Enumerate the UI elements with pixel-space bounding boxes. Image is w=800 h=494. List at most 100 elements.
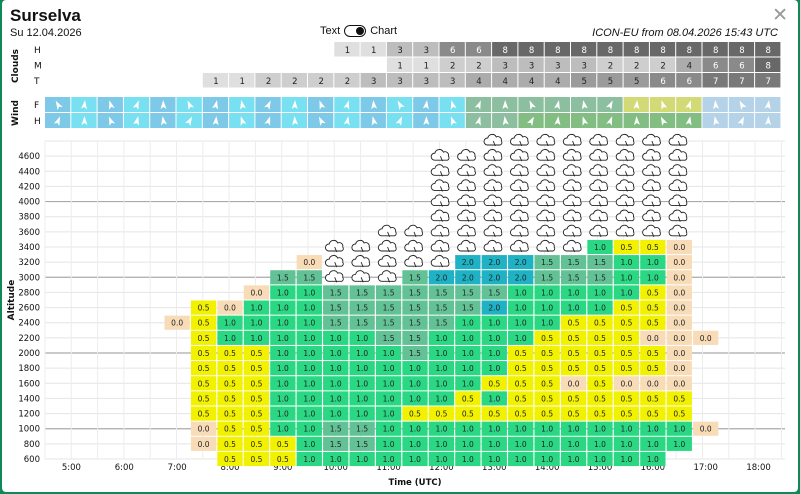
precip-mark <box>387 261 390 268</box>
cloud-value: 2 <box>292 77 297 87</box>
lift-value: 0.0 <box>673 319 685 328</box>
lift-value: 0.5 <box>541 394 553 403</box>
lift-cell <box>508 300 534 315</box>
cloud-cell <box>202 42 229 57</box>
x-tick-label: 11:00 <box>376 463 401 473</box>
lift-value: 0.5 <box>568 410 580 419</box>
lift-cell <box>587 376 613 391</box>
lift-cell <box>428 285 455 300</box>
lift-value: 1.0 <box>435 334 447 343</box>
wind-arrow-icon <box>212 116 219 126</box>
cloud-icon <box>430 255 450 267</box>
precip-mark <box>598 186 602 192</box>
cloud-cell <box>386 73 413 88</box>
wind-arrow-icon <box>633 116 640 126</box>
cloud-cell <box>123 73 150 88</box>
lift-value: 1.0 <box>277 304 289 313</box>
lift-value: 1.0 <box>647 440 659 449</box>
lift-value: 0.5 <box>198 319 210 328</box>
cloud-icon <box>510 164 529 176</box>
lift-value: 1.0 <box>488 394 500 403</box>
wind-arrow-icon <box>291 100 298 110</box>
cloud-cell <box>623 57 649 72</box>
lift-cell <box>323 436 349 451</box>
lift-value: 0.5 <box>541 379 553 388</box>
lift-cell <box>270 391 296 406</box>
cloud-value: 1 <box>424 62 429 72</box>
cloud-value: 6 <box>476 46 481 56</box>
precip-mark <box>492 186 496 192</box>
lift-value: 2.0 <box>515 258 527 267</box>
cloud-cell <box>45 42 71 57</box>
cloud-cell <box>649 73 676 88</box>
cloud-value: 5 <box>581 77 586 87</box>
cloud-cell <box>123 42 150 57</box>
close-icon[interactable]: ✕ <box>772 5 788 26</box>
lift-cell <box>349 300 375 315</box>
lift-cell <box>217 391 243 406</box>
lift-value: 1.0 <box>594 455 606 464</box>
cloud-icon <box>510 224 529 237</box>
lift-value: 1.5 <box>409 319 421 328</box>
cloud-value: 3 <box>397 77 402 87</box>
lift-value: 0.5 <box>515 349 527 358</box>
precip-mark <box>440 201 443 207</box>
lift-value: 1.5 <box>330 425 342 434</box>
cloud-icon <box>589 209 609 222</box>
lift-value: 1.0 <box>568 440 580 449</box>
cloud-value: 8 <box>766 62 771 72</box>
cloud-value: 8 <box>529 46 534 56</box>
lift-value: 1.5 <box>488 288 500 297</box>
cloud-icon <box>562 224 582 237</box>
lift-value: 0.5 <box>594 349 606 358</box>
lift-cell <box>587 436 613 451</box>
lift-value: 1.0 <box>435 440 447 449</box>
lift-value: 0.5 <box>224 440 236 449</box>
lift-cell <box>666 255 692 270</box>
lift-value: 0.5 <box>198 379 210 388</box>
toggle-text-label: Text <box>320 25 341 37</box>
precip-mark <box>598 216 602 222</box>
lift-cell <box>508 436 534 451</box>
lift-cell <box>190 421 217 436</box>
cloud-icon <box>510 209 529 222</box>
lift-value: 0.5 <box>488 410 500 419</box>
cloud-value: 2 <box>450 62 455 72</box>
view-toggle[interactable]: Text Chart <box>320 25 397 37</box>
lift-value: 0.5 <box>224 425 236 434</box>
cloud-icon <box>562 209 582 222</box>
lift-cell <box>613 330 640 345</box>
lift-cell <box>640 315 666 330</box>
precip-mark <box>572 216 575 222</box>
lift-cell <box>587 345 613 361</box>
lift-value: 1.5 <box>435 319 447 328</box>
toggle-switch-icon[interactable] <box>344 25 367 37</box>
lift-cell <box>323 421 349 436</box>
lift-cell <box>640 300 666 315</box>
lift-value: 0.0 <box>673 334 685 343</box>
cloud-cell <box>334 57 360 72</box>
y-tick-label: 1800 <box>18 364 40 374</box>
lift-cell <box>190 391 217 406</box>
wind-arrow-icon <box>371 100 378 110</box>
precip-mark <box>651 140 655 147</box>
wind-arrow-icon <box>737 116 745 126</box>
precip-mark <box>492 216 496 222</box>
cloud-icon <box>510 239 529 252</box>
lift-value: 0.5 <box>250 410 262 419</box>
lift-value: 1.0 <box>541 304 553 313</box>
lift-cell <box>349 406 375 421</box>
lift-cell <box>455 451 481 467</box>
lift-cell <box>560 270 587 285</box>
cloud-cell <box>202 73 229 88</box>
wind-arrow-icon <box>264 100 271 110</box>
lift-value: 1.5 <box>330 304 342 313</box>
cloud-icon <box>668 224 688 237</box>
lift-value: 1.5 <box>409 349 421 358</box>
lift-value: 1.0 <box>250 304 262 313</box>
precip-mark <box>625 201 628 207</box>
precip-mark <box>651 155 655 162</box>
wind-arrow-icon <box>55 100 63 110</box>
precip-mark <box>387 246 390 253</box>
lift-value: 1.0 <box>356 364 368 373</box>
